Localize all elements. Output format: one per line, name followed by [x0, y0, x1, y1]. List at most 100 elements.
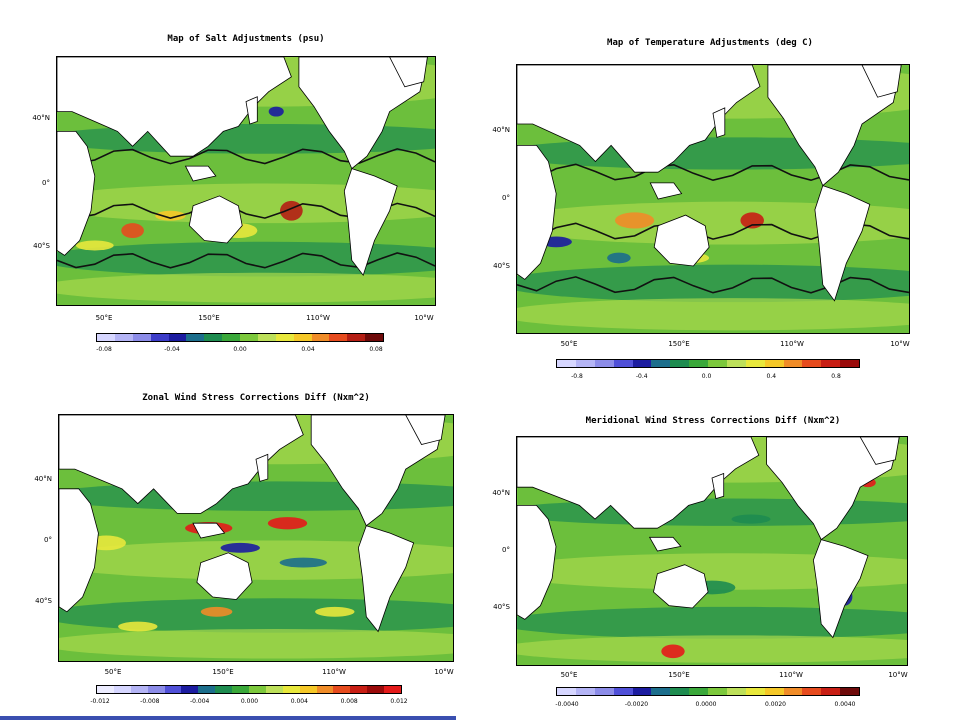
- ocean-band: [59, 540, 453, 580]
- colorbar-swatch: [113, 686, 131, 693]
- temperature-colorbar: [556, 359, 860, 368]
- ocean-band: [59, 629, 453, 659]
- colorbar-tick-label: 0.008: [340, 698, 358, 705]
- anomaly-blob: [268, 106, 284, 117]
- meridional-lon-label: 150°E: [668, 671, 690, 679]
- meridional-lon-label: 50°E: [560, 671, 578, 679]
- land-mass: [245, 96, 258, 125]
- land-mass: [648, 536, 682, 552]
- anomaly-blob: [607, 252, 631, 264]
- colorbar-swatch: [613, 360, 633, 367]
- temperature-map: [516, 64, 910, 334]
- salt-lat-label: 40°S: [33, 242, 50, 250]
- map-canvas: [59, 415, 453, 661]
- colorbar-swatch: [764, 688, 784, 695]
- colorbar-swatch: [204, 334, 223, 341]
- colorbar-swatch: [130, 686, 148, 693]
- colorbar-swatch: [186, 334, 205, 341]
- contour-line: [517, 163, 909, 182]
- contour-line: [57, 252, 435, 269]
- anomaly-blob: [731, 514, 771, 524]
- colorbar-swatch: [575, 360, 595, 367]
- colorbar-swatch: [821, 360, 841, 367]
- land-mass: [57, 131, 96, 256]
- land-mass: [653, 214, 710, 267]
- land-mass: [767, 65, 902, 187]
- colorbar-swatch: [840, 360, 859, 367]
- land-mass: [184, 165, 217, 182]
- land-mass: [814, 185, 871, 302]
- land-mass: [861, 65, 902, 98]
- meridional-lon-label: 10°W: [888, 671, 908, 679]
- anomaly-blob: [279, 557, 327, 568]
- colorbar-swatch: [726, 360, 746, 367]
- temperature-lon-label: 10°W: [890, 340, 910, 348]
- salt-lat-label: 0°: [42, 179, 50, 187]
- ocean-band: [517, 553, 907, 590]
- land-mass: [310, 415, 446, 527]
- colorbar-tick-label: -0.012: [90, 698, 110, 705]
- anomaly-blob: [315, 606, 355, 617]
- colorbar-swatch: [147, 686, 165, 693]
- anomaly-blob: [220, 542, 260, 553]
- land-mass: [812, 539, 869, 639]
- meridional-lat-label: 0°: [502, 546, 510, 554]
- land-mass: [517, 145, 557, 280]
- colorbar-swatch: [275, 334, 294, 341]
- colorbar-swatch: [575, 688, 595, 695]
- land-mass: [59, 488, 99, 613]
- colorbar-swatch: [181, 686, 199, 693]
- ocean-band: [517, 635, 907, 663]
- meridional-panel-title: Meridional Wind Stress Corrections Diff …: [585, 416, 841, 426]
- anomaly-blob: [661, 644, 685, 659]
- colorbar-swatch: [350, 686, 368, 693]
- contour-line: [57, 148, 435, 165]
- colorbar-swatch: [708, 360, 727, 367]
- colorbar-swatch: [632, 360, 652, 367]
- anomaly-blob: [118, 621, 158, 632]
- land-mass: [59, 415, 304, 514]
- colorbar-swatch: [97, 686, 114, 693]
- ocean-band: [59, 598, 453, 633]
- colorbar-swatch: [651, 688, 671, 695]
- salt-panel-title: Map of Salt Adjustments (psu): [167, 34, 325, 44]
- zonal-lon-label: 10°W: [434, 668, 454, 676]
- colorbar-swatch: [240, 334, 258, 341]
- colorbar-swatch: [222, 334, 240, 341]
- zonal-map: [58, 414, 454, 662]
- colorbar-swatch: [333, 686, 351, 693]
- anomaly-blob: [740, 212, 764, 229]
- colorbar-tick-label: 0.8: [831, 373, 841, 380]
- colorbar-tick-label: 0.0000: [695, 701, 717, 708]
- colorbar-swatch: [168, 334, 187, 341]
- meridional-colorbar: [556, 687, 860, 696]
- salt-lon-label: 10°W: [414, 314, 434, 322]
- meridional-lat-label: 40°S: [493, 603, 510, 611]
- colorbar-swatch: [293, 334, 312, 341]
- land-mass: [517, 65, 761, 173]
- land-mass: [649, 182, 683, 200]
- colorbar-swatch: [114, 334, 133, 341]
- ocean-band: [517, 264, 909, 303]
- colorbar-swatch: [329, 334, 348, 341]
- colorbar-tick-label: -0.04: [164, 346, 180, 353]
- ocean-band: [57, 241, 435, 277]
- colorbar-swatch: [311, 334, 330, 341]
- zonal-lat-label: 40°N: [34, 475, 52, 483]
- colorbar-swatch: [265, 686, 283, 693]
- colorbar-swatch: [198, 686, 216, 693]
- temperature-lon-label: 50°E: [560, 340, 578, 348]
- colorbar-tick-label: -0.0020: [624, 701, 649, 708]
- anomaly-blob: [75, 240, 114, 251]
- colorbar-swatch: [613, 688, 633, 695]
- colorbar-swatch: [557, 688, 576, 695]
- salt-colorbar: [96, 333, 384, 342]
- land-mass: [357, 525, 415, 633]
- colorbar-swatch: [632, 688, 652, 695]
- colorbar-tick-label: 0.012: [390, 698, 408, 705]
- ocean-band: [517, 606, 907, 639]
- salt-lon-label: 50°E: [95, 314, 113, 322]
- land-mass: [57, 57, 292, 157]
- land-mass: [192, 522, 226, 539]
- colorbar-swatch: [783, 688, 803, 695]
